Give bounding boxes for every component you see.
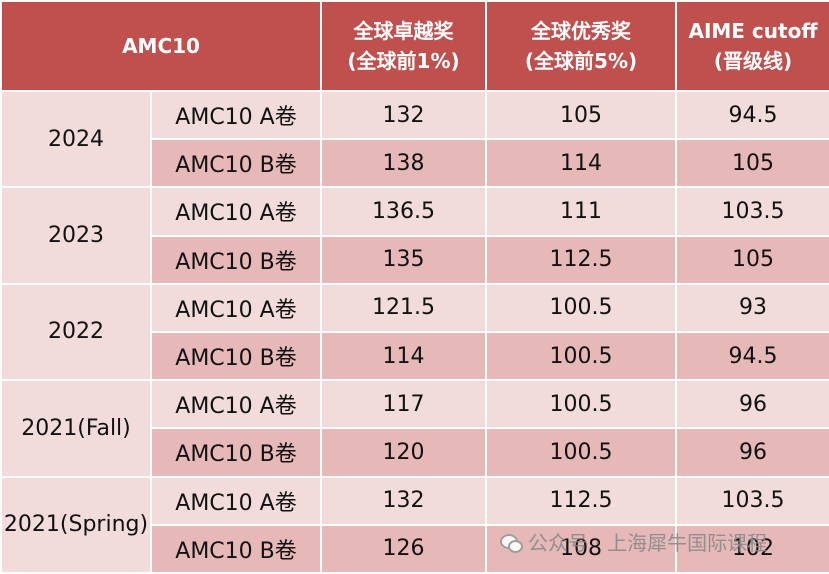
table-row: AMC10 B卷 114 100.5 94.5 — [1, 330, 829, 382]
paper-cell: AMC10 A卷 — [149, 186, 323, 237]
aime-cell: 96 — [675, 427, 829, 478]
wechat-icon — [500, 533, 523, 553]
table-row: 2022 AMC10 A卷 121.5 100.5 93 — [0, 282, 829, 382]
aime-cell: 96 — [675, 379, 829, 430]
top5-cell: 100.5 — [485, 427, 678, 478]
paper-cell: AMC10 B卷 — [149, 138, 323, 189]
header-top1-note: (全球前1%) — [347, 49, 460, 73]
table-row: AMC10 B卷 138 114 105 — [1, 138, 829, 189]
year-cell: 2022 — [0, 282, 152, 382]
year-cell: 2021(Fall) — [0, 379, 152, 478]
table-row: 2023 AMC10 A卷 136.5 111 103.5 — [0, 186, 829, 285]
top5-cell: 100.5 — [485, 330, 678, 382]
aime-cell: 94.5 — [675, 330, 829, 382]
aime-cell: 105 — [675, 138, 829, 189]
top1-cell: 132 — [320, 89, 488, 141]
header-top1: 全球卓越奖 (全球前1%) — [320, 0, 488, 92]
header-top5: 全球优秀奖 (全球前5%) — [485, 0, 678, 92]
table-row: AMC10 B卷 135 112.5 105 — [1, 234, 829, 285]
aime-cell: 103.5 — [675, 186, 829, 237]
watermark: 公众号 · 上海犀牛国际课程 — [500, 527, 767, 556]
top1-cell: 121.5 — [320, 282, 488, 333]
aime-cell: 105 — [675, 234, 829, 285]
aime-cell: 102 — [675, 523, 829, 574]
top1-cell: 114 — [320, 330, 488, 382]
year-cell: 2024 — [0, 89, 152, 189]
top1-cell: 126 — [320, 523, 488, 574]
header-aime-title: AIME cutoff — [688, 19, 818, 43]
top1-cell: 117 — [320, 379, 488, 430]
watermark-text: 公众号 · 上海犀牛国际课程 — [528, 531, 768, 555]
top5-cell: 100.5 — [485, 282, 678, 333]
table-row: 2021(Spring) AMC10 A卷 132 112.5 103.5 — [0, 475, 829, 574]
header-row: AMC10 全球卓越奖 (全球前1%) 全球优秀奖 (全球前5%) AIME c… — [0, 0, 829, 92]
top5-cell: 105 — [485, 89, 678, 141]
aime-cell: 94.5 — [675, 89, 829, 141]
header-aime: AIME cutoff (晋级线) — [675, 0, 829, 92]
paper-cell: AMC10 B卷 — [149, 523, 323, 574]
paper-cell: AMC10 A卷 — [149, 282, 323, 333]
aime-cell: 103.5 — [675, 475, 829, 526]
paper-cell: AMC10 B卷 — [149, 330, 323, 382]
top1-cell: 138 — [320, 138, 488, 189]
header-top1-title: 全球卓越奖 — [353, 19, 454, 43]
table-row: 2021(Fall) AMC10 A卷 117 100.5 96 — [0, 379, 829, 478]
header-amc10: AMC10 — [0, 0, 323, 92]
top1-cell: 132 — [320, 475, 488, 526]
top5-cell: 114 — [485, 138, 678, 189]
aime-cell: 93 — [675, 282, 829, 333]
table-row: 2024 AMC10 A卷 132 105 94.5 — [0, 89, 829, 189]
paper-cell: AMC10 B卷 — [149, 234, 323, 285]
top1-cell: 120 — [320, 427, 488, 478]
paper-cell: AMC10 A卷 — [149, 89, 323, 141]
header-top5-note: (全球前5%) — [524, 49, 638, 73]
top5-cell: 100.5 — [485, 379, 678, 430]
header-aime-note: (晋级线) — [713, 49, 793, 73]
year-cell: 2023 — [0, 186, 152, 285]
table-row: AMC10 B卷 120 100.5 96 — [1, 427, 829, 478]
paper-cell: AMC10 A卷 — [149, 475, 323, 526]
paper-cell: AMC10 B卷 — [149, 427, 323, 478]
year-cell: 2021(Spring) — [0, 475, 152, 574]
paper-cell: AMC10 A卷 — [149, 379, 323, 430]
top5-cell: 111 — [485, 186, 678, 237]
top1-cell: 135 — [320, 234, 488, 285]
top1-cell: 136.5 — [320, 186, 488, 237]
top5-cell: 112.5 — [485, 234, 678, 285]
header-top5-title: 全球优秀奖 — [531, 19, 632, 43]
top5-cell: 112.5 — [485, 475, 678, 526]
